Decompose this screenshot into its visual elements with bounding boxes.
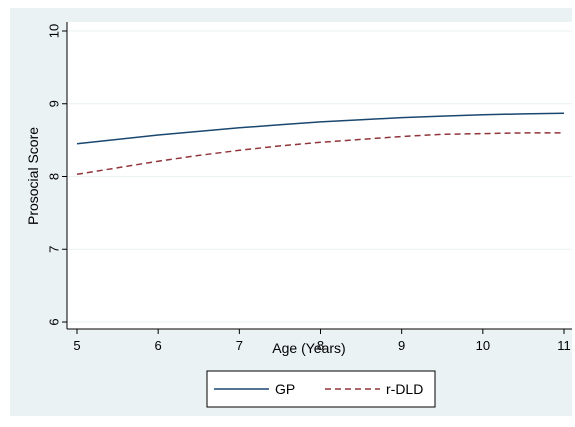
y-tick-label-6: 6 [47, 318, 62, 325]
x-tick-label-11: 11 [557, 338, 571, 353]
series-line-gp [76, 112, 565, 145]
y-axis-label: Prosocial Score [25, 127, 41, 225]
series-line-r-dld [76, 132, 564, 176]
x-tick-label-8: 8 [317, 338, 324, 353]
legend-label-r-dld: r-DLD [386, 381, 423, 397]
legend-label-gp: GP [275, 381, 295, 397]
y-tick-label-8: 8 [47, 173, 62, 180]
y-tick-label-9: 9 [47, 100, 62, 107]
gridlines [68, 30, 572, 323]
x-axis-label: Age (Years) [272, 340, 345, 356]
plot-area [67, 22, 572, 329]
x-tick-label-10: 10 [476, 338, 490, 353]
x-axis-ticks: 5 6 7 8 9 10 11 [73, 329, 571, 353]
y-tick-label-7: 7 [47, 246, 62, 253]
x-tick-label-6: 6 [155, 338, 162, 353]
x-tick-label-9: 9 [398, 338, 405, 353]
x-tick-label-5: 5 [73, 338, 80, 353]
legend: GP r-DLD [206, 370, 436, 408]
y-tick-label-10: 10 [47, 24, 62, 38]
legend-box [206, 370, 436, 408]
y-axis-ticks: 6 7 8 9 10 [47, 24, 67, 326]
series-layer [76, 112, 565, 176]
x-tick-label-7: 7 [236, 338, 243, 353]
